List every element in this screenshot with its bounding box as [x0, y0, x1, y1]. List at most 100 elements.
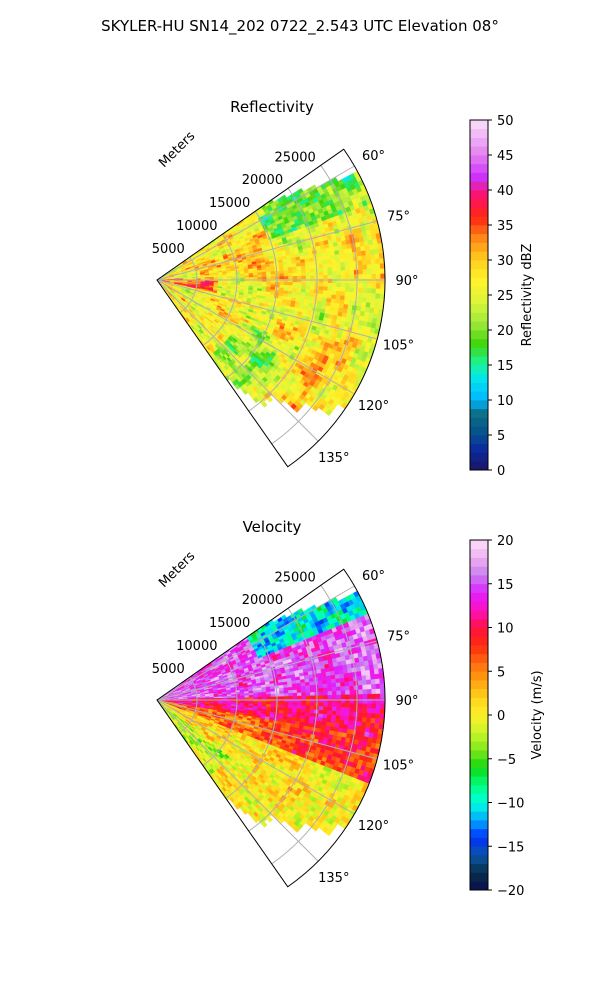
- field-cell: [369, 249, 375, 256]
- field-cell: [240, 277, 245, 280]
- field-cell: [301, 272, 307, 277]
- field-cell: [348, 296, 354, 302]
- field-cell: [304, 261, 311, 267]
- colorbar-swatch: [470, 216, 488, 226]
- field-cell: [380, 268, 386, 275]
- field-cell: [292, 285, 298, 289]
- field-cell: [319, 275, 324, 280]
- field-cell: [340, 287, 346, 292]
- field-cell: [331, 286, 337, 292]
- field-cell: [358, 274, 364, 280]
- colorbar-swatch: [470, 277, 488, 287]
- field-cell: [244, 275, 250, 278]
- field-cell: [310, 282, 316, 287]
- field-cell: [327, 271, 333, 276]
- field-cell: [288, 276, 294, 280]
- field-cell: [344, 261, 350, 267]
- field-cell: [231, 277, 237, 280]
- field-cell: [343, 299, 350, 306]
- colorbar-swatch: [470, 172, 488, 182]
- field-cell: [362, 269, 368, 275]
- field-cell: [301, 268, 307, 274]
- field-cell: [318, 267, 324, 273]
- range-tick-label: 15000: [209, 196, 250, 211]
- field-cell: [336, 274, 342, 280]
- field-cell: [375, 263, 381, 270]
- colorbar-tick-label: 30: [497, 254, 514, 269]
- field-cell: [349, 269, 355, 275]
- field-cell: [275, 281, 281, 286]
- field-cell: [344, 295, 350, 301]
- azimuth-tick-label: 60°: [362, 149, 385, 164]
- field-cell: [266, 281, 272, 285]
- field-cell: [362, 292, 368, 299]
- field-cell: [342, 248, 349, 255]
- field-cell: [279, 273, 285, 277]
- field-cell: [358, 283, 364, 289]
- field-cell: [301, 282, 307, 287]
- field-cell: [366, 297, 372, 304]
- field-cell: [334, 254, 341, 260]
- field-cell: [270, 273, 276, 278]
- field-cell: [222, 277, 228, 280]
- field-cell: [322, 290, 328, 295]
- azimuth-tick-label: 120°: [358, 399, 389, 414]
- field-cell: [365, 302, 371, 309]
- field-cell: [370, 293, 377, 299]
- reflectivity-range-axis-label: Meters: [156, 129, 198, 171]
- field-cell: [279, 281, 285, 286]
- colorbar-swatch: [470, 207, 488, 217]
- field-cell: [380, 283, 386, 290]
- field-cell: [339, 295, 346, 301]
- field-cell: [356, 305, 362, 312]
- field-cell: [287, 266, 293, 271]
- azimuth-tick-label: 135°: [318, 451, 349, 466]
- colorbar-swatch: [470, 356, 488, 366]
- field-cell: [345, 283, 351, 288]
- colorbar-swatch: [470, 443, 488, 453]
- field-cell: [318, 293, 324, 299]
- colorbar-swatch: [470, 435, 488, 445]
- field-cell: [296, 269, 302, 274]
- field-cell: [261, 274, 267, 278]
- field-cell: [379, 288, 386, 295]
- colorbar-swatch: [470, 163, 488, 173]
- field-cell: [257, 272, 263, 276]
- colorbar-tick-label: 20: [497, 324, 514, 339]
- field-cell: [318, 271, 324, 276]
- field-cell: [366, 288, 372, 294]
- field-cell: [318, 286, 324, 291]
- field-cell: [332, 274, 338, 280]
- field-cell: [371, 268, 377, 275]
- field-cell: [331, 266, 337, 272]
- colorbar-swatch: [470, 321, 488, 331]
- field-cell: [296, 266, 302, 271]
- field-cell: [344, 291, 350, 297]
- field-cell: [261, 283, 267, 288]
- field-cell: [327, 290, 333, 296]
- field-cell: [322, 259, 328, 265]
- colorbar-swatch: [470, 242, 488, 252]
- field-cell: [349, 274, 355, 280]
- field-cell: [318, 263, 324, 269]
- field-cell: [266, 271, 272, 275]
- field-cell: [356, 301, 363, 307]
- colorbar-tick-label: 10: [497, 394, 514, 409]
- field-cell: [357, 296, 363, 303]
- field-cell: [343, 304, 349, 310]
- field-cell: [248, 277, 254, 280]
- field-cell: [367, 273, 372, 280]
- field-cell: [357, 255, 363, 262]
- colorbar-swatch: [470, 452, 488, 462]
- range-tick-label: 5000: [152, 242, 185, 257]
- field-cell: [257, 274, 263, 278]
- field-cell: [331, 270, 337, 276]
- field-cell: [309, 268, 315, 273]
- field-cell: [370, 254, 376, 260]
- field-cell: [305, 272, 311, 277]
- field-cell: [288, 282, 294, 286]
- field-cell: [231, 697, 237, 700]
- field-cell: [323, 271, 329, 276]
- field-cell: [375, 273, 381, 280]
